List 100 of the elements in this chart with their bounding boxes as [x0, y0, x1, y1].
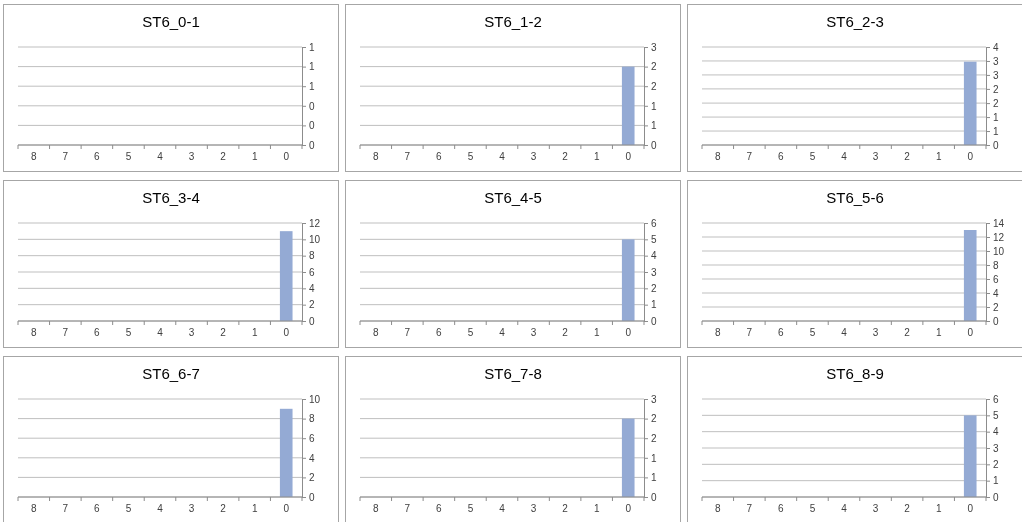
y-tick-label: 0 [309, 139, 315, 151]
y-tick-label: 4 [993, 41, 999, 53]
y-tick-label: 0 [651, 491, 657, 503]
x-tick-label: 8 [715, 327, 721, 339]
x-tick-label: 3 [188, 151, 195, 163]
y-tick-label: 14 [993, 217, 1005, 229]
y-tick-label: 1 [309, 41, 315, 53]
x-tick-label: 4 [499, 327, 506, 339]
y-tick-label: 2 [651, 61, 657, 73]
x-tick-label: 0 [625, 503, 632, 515]
y-tick-label: 2 [309, 472, 315, 484]
x-tick-label: 8 [373, 327, 379, 339]
y-tick-label: 4 [993, 426, 999, 438]
chart-title: ST6_6-7 [142, 365, 200, 382]
y-tick-label: 6 [993, 273, 999, 285]
y-tick-label: 0 [651, 315, 657, 327]
chart-title: ST6_0-1 [142, 13, 200, 30]
x-tick-label: 1 [935, 503, 942, 515]
x-tick-label: 7 [62, 151, 69, 163]
x-tick-label: 1 [593, 151, 600, 163]
y-tick-label: 0 [309, 120, 315, 132]
x-tick-label: 3 [872, 503, 879, 515]
y-tick-label: 12 [993, 231, 1005, 243]
y-tick-label: 1 [651, 100, 657, 112]
x-tick-label: 7 [746, 151, 753, 163]
y-tick-label: 0 [309, 100, 315, 112]
y-tick-label: 0 [993, 315, 999, 327]
x-tick-label: 4 [157, 503, 164, 515]
x-tick-label: 4 [841, 327, 848, 339]
y-tick-label: 3 [651, 393, 657, 405]
x-tick-label: 3 [872, 151, 879, 163]
y-tick-label: 4 [309, 452, 315, 464]
x-tick-label: 4 [157, 151, 164, 163]
chart-title: ST6_7-8 [484, 365, 542, 382]
x-tick-label: 0 [283, 151, 290, 163]
y-tick-label: 3 [993, 442, 999, 454]
x-tick-label: 6 [436, 503, 443, 515]
x-tick-label: 5 [125, 151, 132, 163]
y-tick-label: 1 [309, 80, 315, 92]
x-tick-label: 8 [31, 503, 37, 515]
x-tick-label: 7 [62, 503, 69, 515]
y-tick-label: 2 [651, 80, 657, 92]
x-tick-label: 1 [251, 151, 258, 163]
x-tick-label: 0 [967, 503, 974, 515]
y-tick-label: 0 [993, 139, 999, 151]
y-tick-label: 3 [651, 41, 657, 53]
y-tick-label: 3 [993, 69, 999, 81]
y-tick-label: 5 [993, 410, 999, 422]
x-tick-label: 1 [935, 327, 942, 339]
y-tick-label: 1 [993, 125, 999, 137]
x-tick-label: 6 [94, 503, 101, 515]
x-tick-label: 2 [562, 151, 569, 163]
y-tick-label: 1 [993, 111, 999, 123]
x-tick-label: 5 [467, 503, 474, 515]
x-tick-label: 5 [125, 327, 132, 339]
chart-title: ST6_4-5 [484, 189, 542, 206]
x-tick-label: 6 [94, 327, 101, 339]
chart-title: ST6_2-3 [826, 13, 884, 30]
x-tick-label: 6 [778, 503, 785, 515]
y-tick-label: 0 [993, 491, 999, 503]
chart-title: ST6_8-9 [826, 365, 884, 382]
y-tick-label: 5 [651, 234, 657, 246]
chart-title: ST6_1-2 [484, 13, 542, 30]
x-tick-label: 0 [967, 151, 974, 163]
x-tick-label: 5 [809, 327, 816, 339]
x-tick-label: 7 [404, 503, 411, 515]
y-tick-label: 6 [651, 217, 657, 229]
x-tick-label: 1 [935, 151, 942, 163]
x-tick-label: 6 [778, 151, 785, 163]
x-tick-label: 4 [841, 151, 848, 163]
x-tick-label: 3 [872, 327, 879, 339]
x-tick-label: 6 [436, 151, 443, 163]
y-tick-label: 0 [309, 491, 315, 503]
x-tick-label: 3 [530, 151, 537, 163]
x-tick-label: 8 [373, 503, 379, 515]
x-tick-label: 2 [220, 503, 227, 515]
y-tick-label: 6 [993, 393, 999, 405]
x-tick-label: 4 [499, 151, 506, 163]
y-tick-label: 10 [309, 234, 321, 246]
x-tick-label: 4 [499, 503, 506, 515]
y-tick-label: 4 [309, 283, 315, 295]
x-tick-label: 1 [593, 327, 600, 339]
x-tick-label: 7 [62, 327, 69, 339]
x-tick-label: 7 [746, 503, 753, 515]
y-tick-label: 3 [993, 55, 999, 67]
x-tick-label: 3 [188, 503, 195, 515]
y-tick-label: 8 [309, 413, 315, 425]
x-tick-label: 0 [283, 503, 290, 515]
x-tick-label: 2 [562, 503, 569, 515]
y-tick-label: 6 [309, 266, 315, 278]
x-tick-label: 7 [746, 327, 753, 339]
x-tick-label: 5 [467, 327, 474, 339]
y-tick-label: 1 [651, 452, 657, 464]
chart-title: ST6_5-6 [826, 189, 884, 206]
x-tick-label: 0 [625, 327, 632, 339]
y-tick-label: 1 [651, 120, 657, 132]
x-tick-label: 1 [251, 327, 258, 339]
y-tick-label: 1 [993, 475, 999, 487]
y-tick-label: 8 [309, 250, 315, 262]
x-tick-label: 0 [967, 327, 974, 339]
